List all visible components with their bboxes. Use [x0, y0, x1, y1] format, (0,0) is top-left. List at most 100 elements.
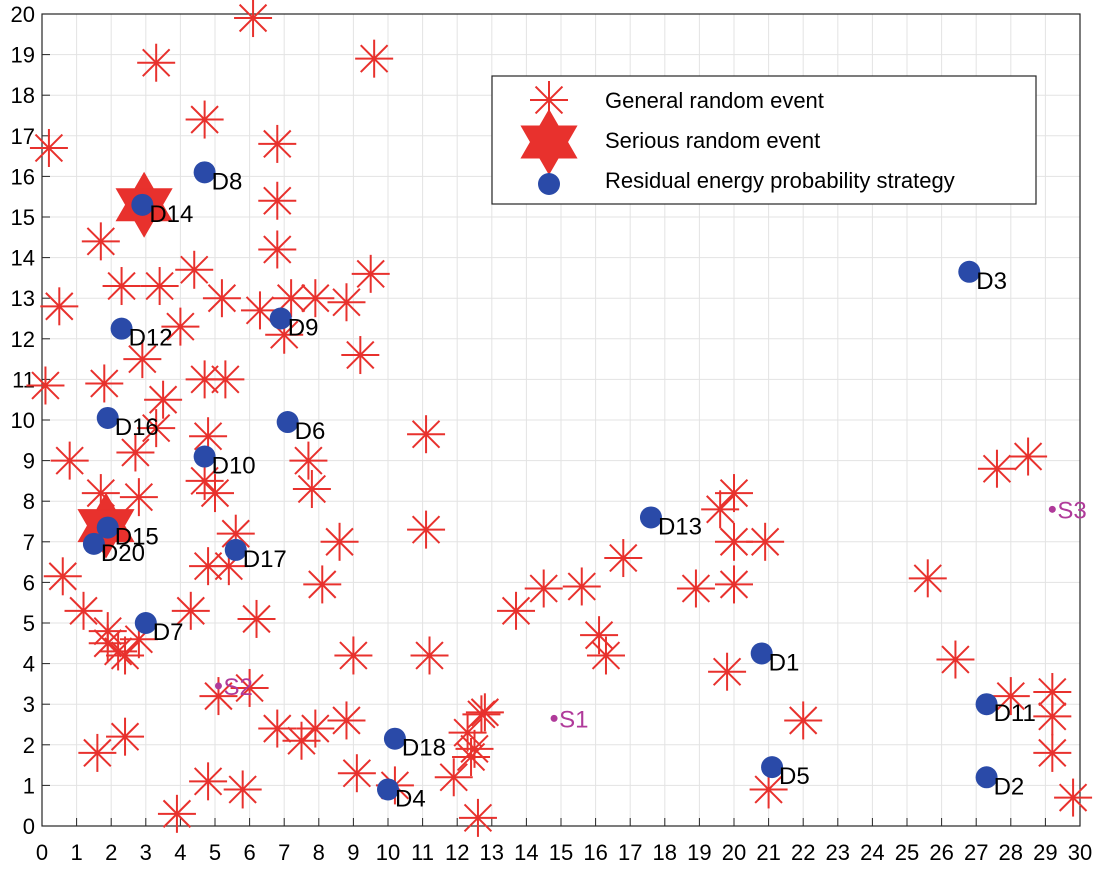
x-tick-label: 4 — [174, 840, 186, 865]
strategy-node-marker — [975, 693, 998, 716]
strategy-node-label: D15 — [115, 524, 159, 551]
general-event-marker — [455, 729, 494, 768]
general-event-marker — [465, 693, 504, 732]
general-event-marker — [29, 128, 68, 167]
general-event-marker — [908, 559, 947, 598]
general-event-marker — [327, 701, 366, 740]
x-tick-labels: 0 1 2 3 4 5 6 7 8 9 10 11 12 13 14 15 16 17 18 19 20 21 22 23 24… — [36, 840, 1092, 865]
strategy-node-label: D4 — [395, 785, 426, 812]
legend-label: Serious random event — [605, 128, 820, 153]
x-tick-label: 21 — [756, 840, 780, 865]
x-tick-label: 11 — [411, 840, 434, 865]
strategy-node-label: D13 — [658, 513, 702, 540]
general-event-marker — [977, 449, 1016, 488]
general-event-marker — [185, 100, 224, 139]
x-tick-label: 22 — [791, 840, 815, 865]
y-tick-label: 4 — [23, 652, 35, 677]
y-tick-label: 19 — [11, 43, 35, 68]
strategy-node-marker — [377, 778, 399, 801]
y-tick-label: 6 — [23, 570, 35, 595]
strategy-node-marker — [82, 532, 105, 555]
general-event-marker — [715, 565, 753, 604]
x-tick-label: 30 — [1068, 840, 1092, 865]
y-tick-label: 13 — [11, 286, 35, 311]
general-event-marker — [604, 539, 643, 578]
general-event-marker — [1033, 733, 1072, 772]
general-event-marker — [355, 39, 394, 78]
strategy-node-label: D10 — [212, 453, 256, 480]
y-tick-label: 7 — [23, 530, 35, 555]
strategy-node-marker — [110, 317, 133, 340]
x-tick-label: 18 — [653, 840, 677, 865]
general-event-marker — [524, 569, 563, 608]
general-event-marker — [410, 636, 449, 675]
axes — [41, 13, 1081, 827]
strategy-node-marker — [750, 642, 773, 665]
y-tick-label: 12 — [11, 327, 35, 352]
y-tick-label: 1 — [23, 773, 35, 798]
general-event-marker — [137, 43, 176, 82]
strategy-node-label: D8 — [212, 168, 243, 195]
general-event-marker — [175, 250, 214, 289]
general-event-marker — [448, 713, 487, 752]
general-event-marker — [1033, 697, 1072, 736]
general-event-marker — [189, 547, 228, 586]
strategy-node-label: D20 — [101, 540, 145, 567]
y-tick-label: 16 — [11, 164, 35, 189]
strategy-node-marker — [134, 612, 157, 634]
data-marks — [26, 0, 1093, 837]
general-event-marker — [320, 522, 359, 561]
strategy-node-label: D17 — [243, 546, 287, 573]
general-event-marker — [289, 441, 328, 480]
general-event-marker — [137, 409, 176, 448]
strategy-node-label: D12 — [129, 325, 173, 352]
legend-strategy-icon — [538, 173, 560, 195]
strategy-node-label: D6 — [295, 418, 326, 445]
strategy-node-label: D7 — [153, 619, 184, 646]
strategy-node-label: D11 — [994, 700, 1036, 727]
x-tick-label: 27 — [964, 840, 988, 865]
general-event-marker — [434, 758, 473, 797]
general-event-marker — [296, 709, 335, 748]
strategy-node-label: D1 — [769, 649, 800, 676]
general-event-marker — [1033, 673, 1072, 712]
y-tick-label: 14 — [11, 246, 35, 271]
x-tick-label: 6 — [243, 840, 255, 865]
general-event-marker — [144, 380, 183, 419]
general-event-marker — [341, 336, 380, 375]
x-tick-label: 16 — [583, 840, 607, 865]
sink-marker — [214, 682, 222, 690]
y-tick-label: 20 — [11, 2, 35, 27]
y-tick-label: 18 — [11, 83, 35, 108]
y-tick-label: 10 — [11, 408, 35, 433]
strategy-node-marker — [958, 260, 981, 283]
legend-box — [491, 75, 1037, 205]
point-labels: D1 D2 D3 D4 D5 D6 D7 D8 D9 D10 D11 D12 D13 D14 D15 D16 D… — [101, 168, 1087, 812]
general-event-marker — [196, 474, 234, 513]
sink-label: S3 — [1057, 497, 1086, 524]
general-event-marker — [78, 733, 117, 772]
strategy-node-marker — [761, 756, 784, 779]
general-event-marker — [258, 181, 297, 220]
general-event-marker — [407, 510, 446, 549]
general-event-marker — [140, 267, 179, 306]
general-event-marker — [936, 640, 975, 679]
legend-serious-icon — [520, 108, 578, 176]
general-event-marker — [708, 652, 747, 691]
general-event-marker — [189, 417, 228, 456]
strategy-node-marker — [193, 445, 216, 468]
general-event-marker — [676, 569, 715, 608]
strategy-node-marker — [639, 506, 662, 529]
x-tick-label: 17 — [618, 840, 642, 865]
general-event-marker — [99, 632, 138, 671]
general-event-marker — [296, 279, 335, 318]
y-tick-label: 9 — [23, 449, 35, 474]
general-event-marker — [303, 565, 342, 604]
general-event-marker — [161, 307, 200, 346]
general-event-marker — [327, 283, 366, 322]
general-event-marker — [991, 677, 1030, 716]
y-tick-label: 3 — [23, 692, 35, 717]
x-tick-label: 2 — [105, 840, 117, 865]
general-event-marker — [116, 433, 155, 472]
